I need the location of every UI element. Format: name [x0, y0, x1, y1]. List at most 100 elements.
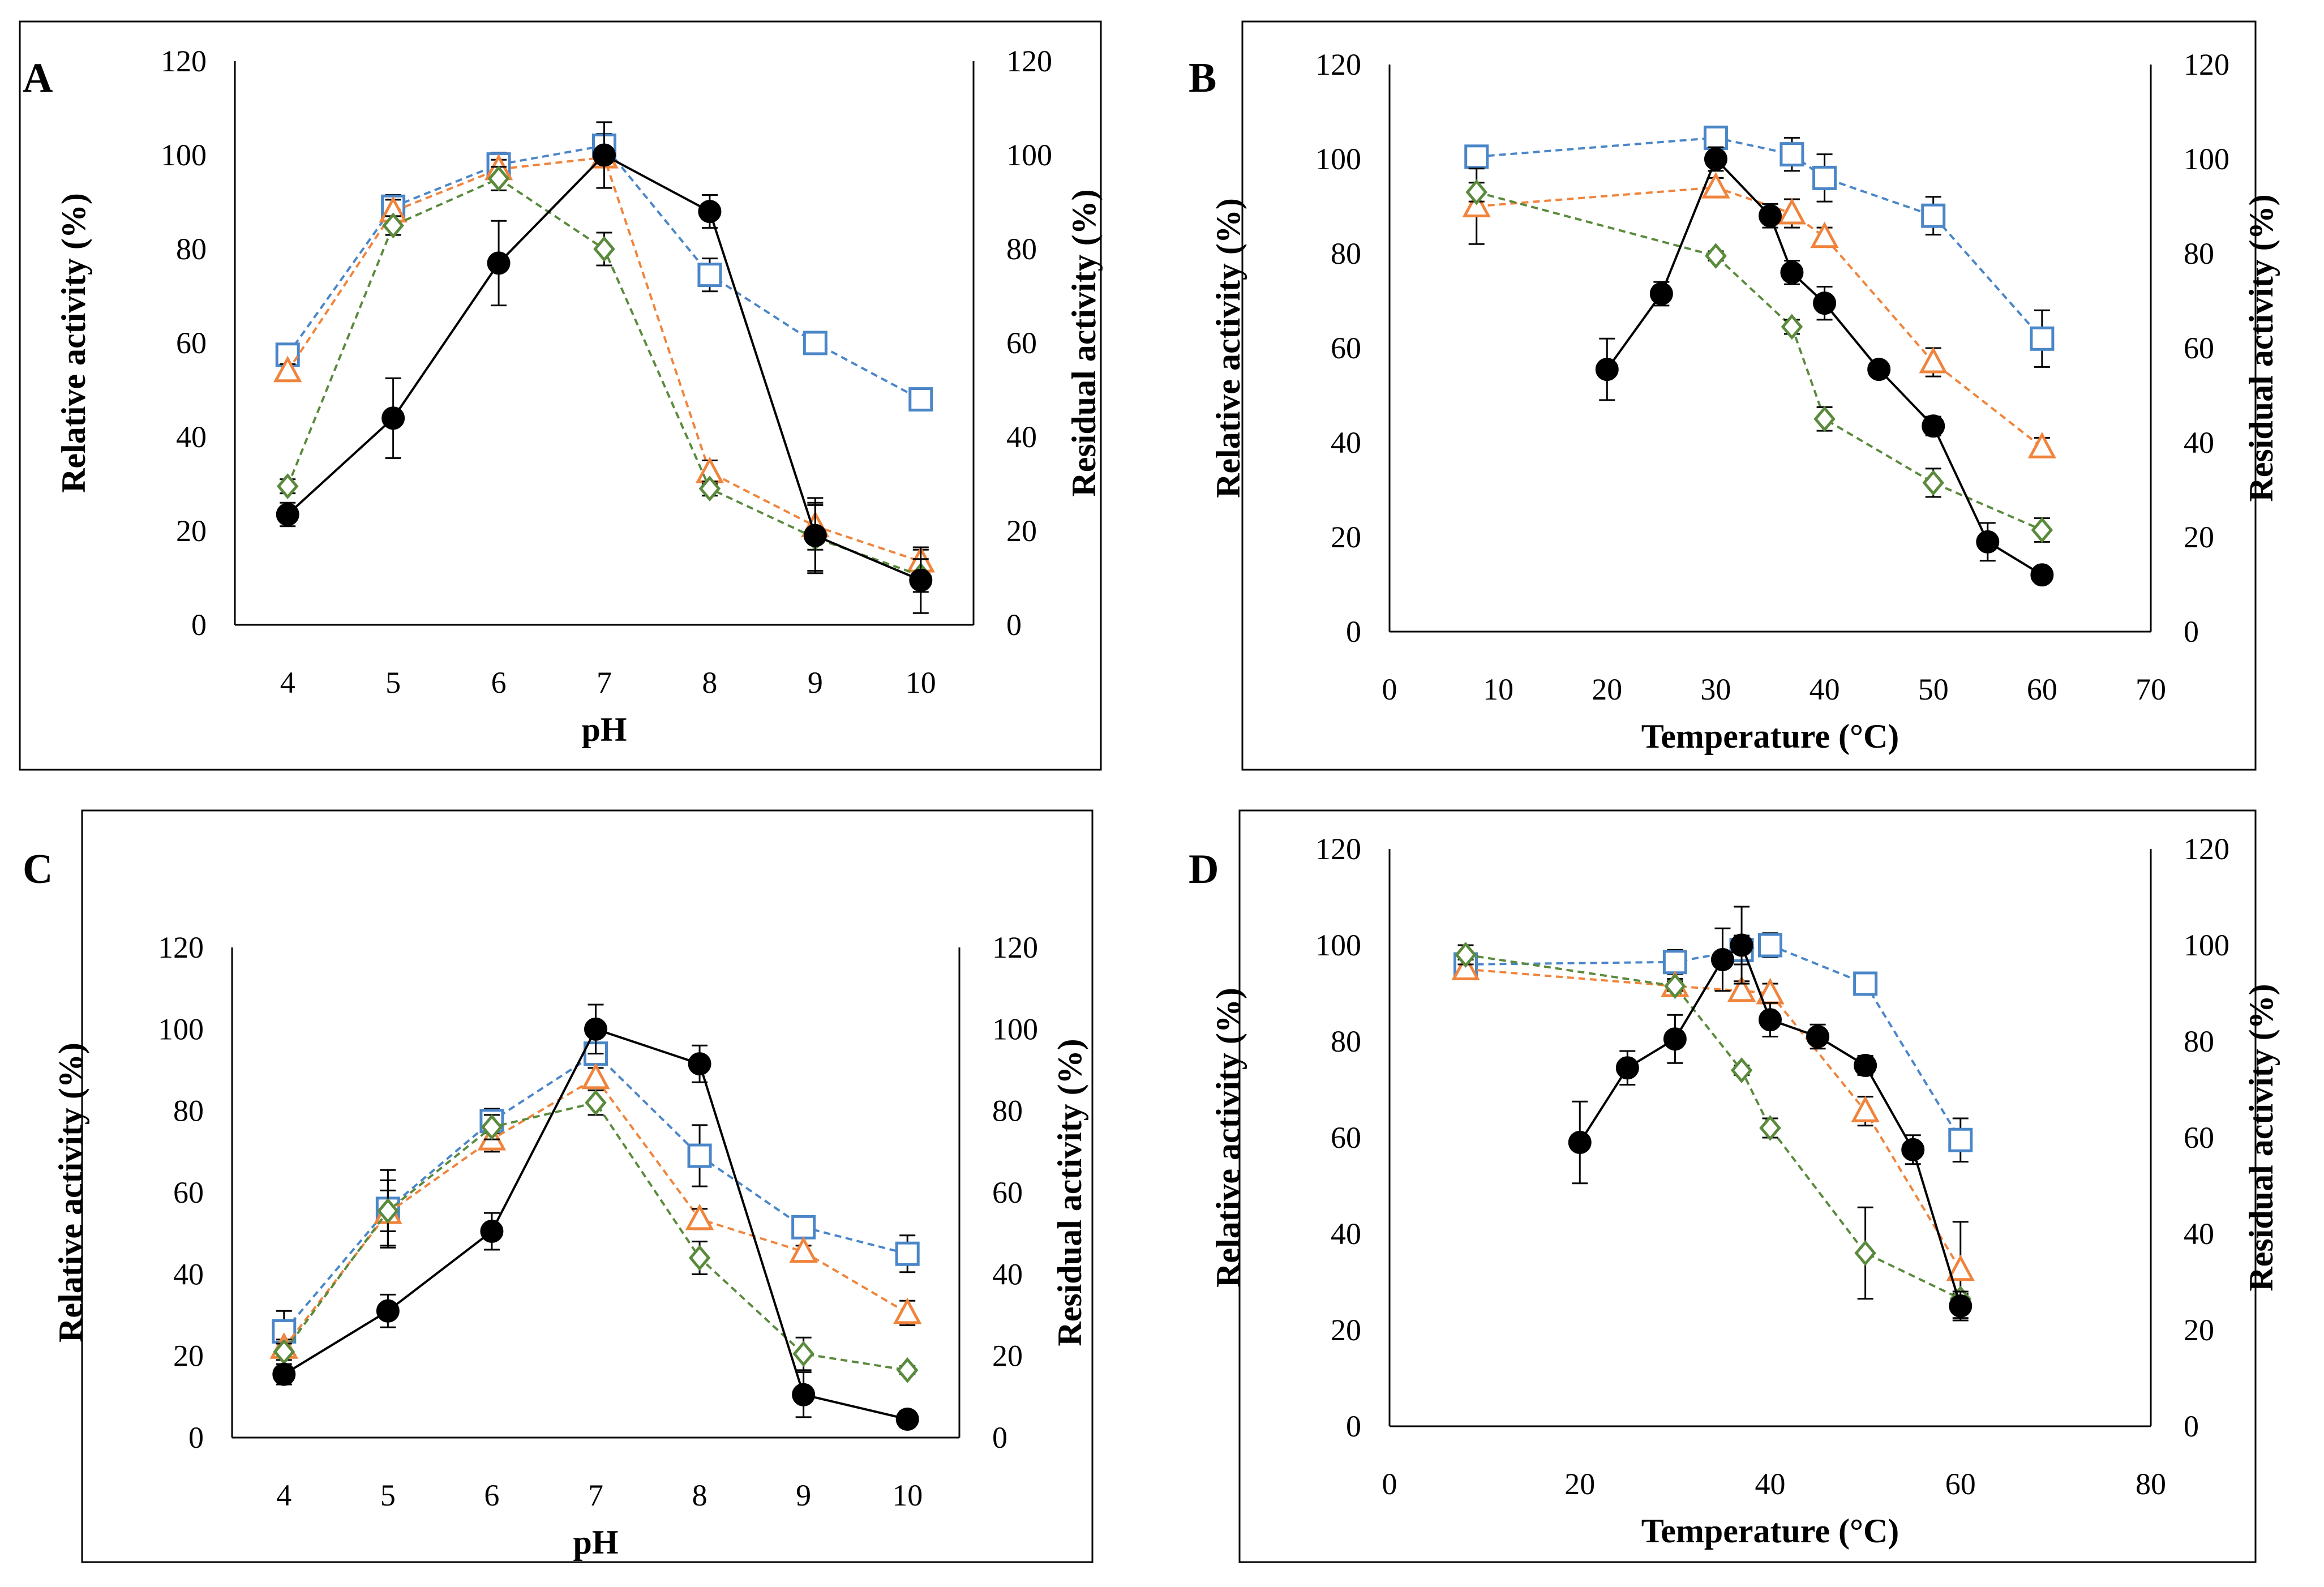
x-tick-label: 40 — [1810, 672, 1840, 706]
y2-tick-label: 40 — [992, 1257, 1023, 1291]
y2-tick-label: 120 — [2184, 832, 2229, 866]
data-point — [1921, 203, 1946, 228]
panel-frame — [81, 809, 1094, 1563]
y-tick-label: 80 — [176, 232, 207, 266]
y-tick-label: 120 — [1315, 48, 1361, 82]
panel-b: B 0 20 40 60 80 100 120 0 20 40 60 80 100 120 0 10 20 30 40… — [1189, 20, 2280, 771]
data-point — [1851, 1095, 1880, 1122]
data-point — [382, 212, 404, 239]
data-point — [276, 473, 299, 500]
y2-tick-label: 0 — [2184, 615, 2199, 649]
x-tick-label: 50 — [1918, 672, 1949, 706]
y2-tick-label: 20 — [2184, 520, 2214, 554]
data-point — [688, 1245, 711, 1271]
y2-tick-label: 40 — [2184, 1217, 2214, 1251]
y-tick-label: 40 — [173, 1257, 204, 1291]
data-point — [2027, 432, 2057, 458]
data-point — [1853, 971, 1878, 996]
panel-letter: C — [23, 846, 53, 893]
x-tick-label: 60 — [1945, 1467, 1976, 1501]
panel-frame — [1238, 809, 2257, 1563]
y-tick-label: 100 — [1315, 142, 1361, 176]
panel-c: C 0 20 40 60 80 100 120 0 20 40 60 80 100 120 4 5 6 7 8 9 10 p… — [23, 809, 1094, 1563]
data-point — [2030, 326, 2055, 351]
data-point — [1704, 147, 1727, 171]
y2-tick-label: 60 — [2184, 1121, 2214, 1155]
y2-tick-label: 80 — [1006, 232, 1037, 266]
data-point — [1901, 1138, 1925, 1161]
data-point — [803, 524, 827, 547]
series-line — [1606, 157, 2043, 576]
data-point — [792, 1341, 814, 1367]
data-point — [272, 1362, 296, 1386]
data-point — [377, 1198, 399, 1224]
data-point — [1727, 975, 1756, 1002]
x-axis-title: pH — [573, 1524, 618, 1561]
y-tick-label: 100 — [1315, 928, 1361, 962]
data-point — [688, 1052, 711, 1076]
series-diamond — [1465, 179, 2053, 543]
y-tick-label: 60 — [1331, 1121, 1361, 1155]
x-tick-label: 0 — [1382, 672, 1397, 706]
data-point — [1465, 179, 1487, 205]
panel-frame — [19, 20, 1102, 771]
y-tick-label: 20 — [1331, 520, 1361, 554]
y2-axis-title: Residual activity (%) — [1065, 189, 1103, 496]
data-point — [2030, 563, 2054, 587]
data-point — [698, 475, 721, 502]
data-point — [487, 165, 510, 192]
series-triangle — [1462, 168, 2057, 458]
data-point — [1854, 1240, 1876, 1266]
y2-tick-label: 120 — [992, 930, 1038, 964]
y2-tick-label: 20 — [2184, 1313, 2214, 1347]
data-point — [1946, 1254, 1975, 1281]
x-tick-label: 5 — [380, 1478, 396, 1512]
data-point — [1730, 933, 1753, 957]
y2-tick-label: 100 — [2184, 928, 2229, 962]
data-point — [1919, 346, 1948, 374]
y2-tick-label: 120 — [2184, 48, 2229, 82]
x-tick-label: 20 — [1564, 1467, 1595, 1501]
data-point — [1464, 144, 1489, 169]
x-tick-label: 20 — [1592, 672, 1622, 706]
data-point — [1780, 260, 1804, 284]
series-line — [1476, 186, 2043, 448]
data-point — [1662, 950, 1687, 975]
series-line — [1465, 968, 1962, 1271]
y2-tick-label: 60 — [1006, 326, 1037, 360]
data-point — [1949, 1294, 1973, 1318]
data-point — [893, 1297, 922, 1324]
y2-tick-label: 40 — [2184, 426, 2214, 460]
series-line — [1476, 191, 2043, 531]
x-axis-title: Temperature (°C) — [1641, 1512, 1899, 1550]
data-point — [1705, 243, 1727, 269]
y-tick-label: 60 — [173, 1176, 204, 1209]
x-tick-label: 9 — [808, 666, 823, 700]
series-filled_circle — [272, 1003, 919, 1431]
data-point — [789, 1236, 818, 1263]
y2-tick-label: 20 — [1006, 514, 1037, 548]
data-point — [1663, 1027, 1687, 1051]
y-axis-title: Relative activity (%) — [1210, 198, 1247, 498]
y-tick-label: 0 — [188, 1421, 204, 1455]
data-point — [1976, 530, 2000, 554]
x-tick-label: 10 — [892, 1478, 923, 1512]
data-point — [276, 503, 299, 526]
x-tick-label: 6 — [491, 666, 507, 700]
data-point — [585, 1090, 607, 1116]
data-point — [1759, 1115, 1781, 1141]
data-point — [593, 143, 616, 167]
y-axis-title: Relative activity (%) — [52, 1043, 89, 1342]
series-filled_circle — [276, 121, 933, 614]
data-point — [1759, 204, 1782, 228]
panel-frame — [1241, 20, 2257, 771]
x-tick-label: 7 — [588, 1478, 603, 1512]
data-point — [1812, 165, 1837, 190]
y2-axis-title: Residual activity (%) — [2242, 984, 2280, 1291]
data-point — [1664, 973, 1686, 1000]
y-tick-label: 60 — [1331, 331, 1361, 365]
x-tick-label: 70 — [2136, 672, 2166, 706]
y2-tick-label: 100 — [1006, 138, 1052, 172]
data-point — [909, 568, 933, 592]
y2-tick-label: 100 — [2184, 142, 2229, 176]
